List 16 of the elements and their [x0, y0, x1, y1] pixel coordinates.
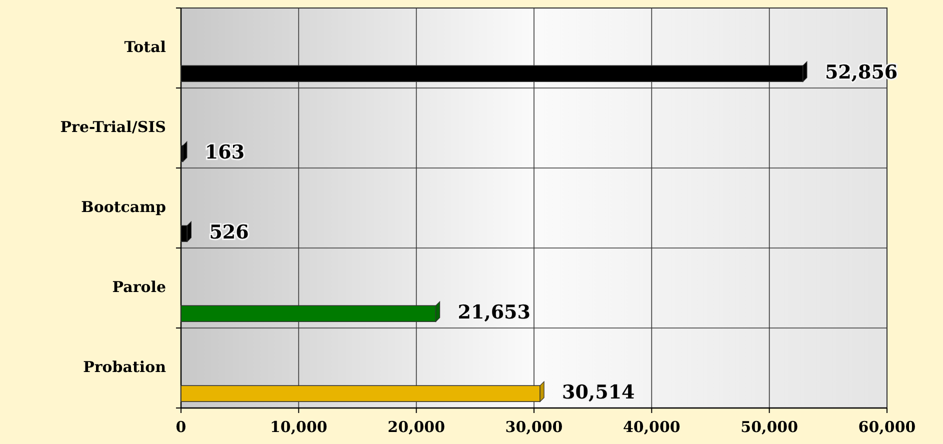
x-tick-label: 50,000: [740, 418, 798, 436]
y-tick-label: Probation: [83, 358, 166, 376]
x-tick-label: 0: [176, 418, 186, 436]
data-label: 30,514: [562, 382, 635, 404]
x-tick-label: 10,000: [270, 418, 328, 436]
data-label: 526: [209, 222, 249, 244]
data-label: 163: [204, 142, 245, 164]
y-tick-label: Total: [124, 38, 166, 56]
y-tick-label: Bootcamp: [81, 198, 166, 216]
y-tick-label: Parole: [112, 278, 166, 296]
x-tick-label: 40,000: [622, 418, 680, 436]
x-tick-label: 60,000: [858, 418, 916, 436]
y-tick-label: Pre-Trial/SIS: [60, 118, 166, 136]
x-tick-label: 30,000: [505, 418, 563, 436]
data-label: 21,653: [458, 302, 530, 324]
x-tick-label: 20,000: [388, 418, 446, 436]
